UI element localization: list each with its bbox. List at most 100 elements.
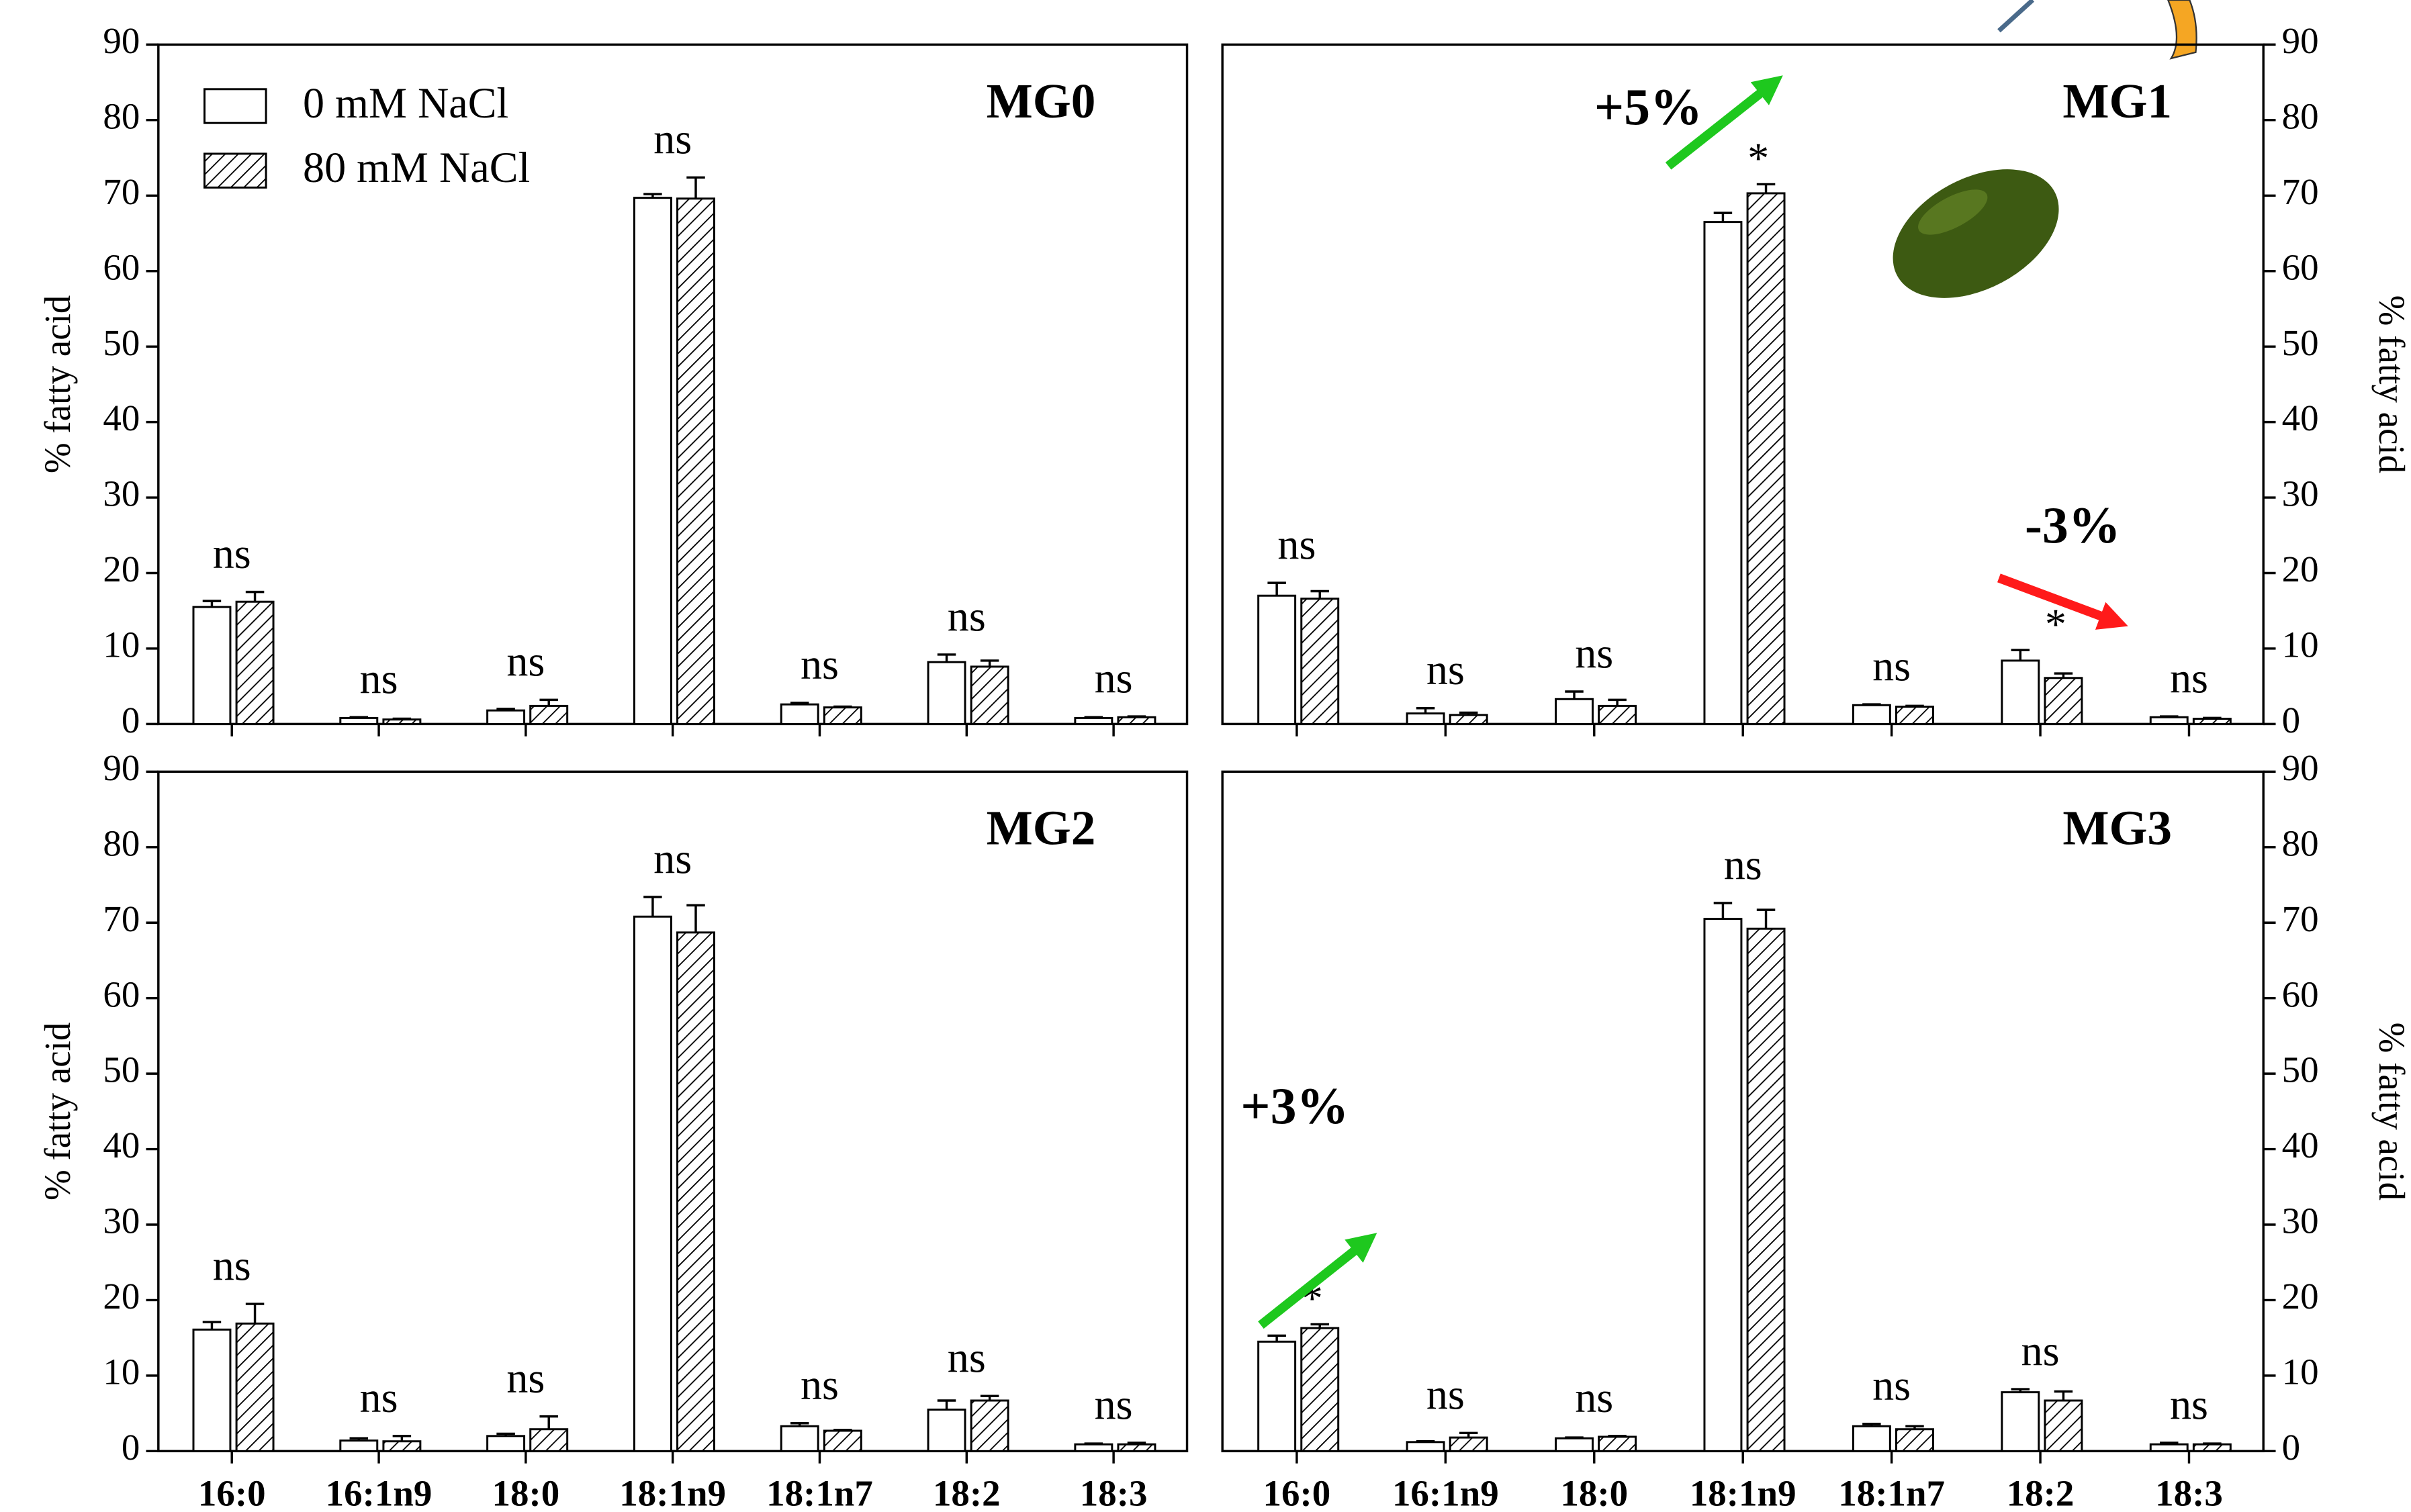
significance-label: ns	[1426, 1371, 1465, 1419]
bar	[1556, 1438, 1593, 1451]
significance-label: ns	[1277, 520, 1316, 568]
legend-label: 80 mM NaCl	[303, 144, 530, 191]
error-bar	[350, 717, 368, 718]
bar	[1853, 1426, 1890, 1451]
y-tick-label: 0	[122, 700, 140, 741]
x-tick-label: 16:1n9	[326, 1473, 433, 1512]
bar	[1853, 705, 1890, 724]
error-bar	[1714, 903, 1732, 919]
error-bar	[938, 655, 956, 662]
error-bar	[2054, 1392, 2073, 1401]
x-tick-label: 18:0	[1560, 1473, 1628, 1512]
bar	[971, 1401, 1008, 1451]
error-bar	[833, 707, 852, 708]
error-bar	[938, 1401, 956, 1409]
error-bar	[1757, 910, 1775, 929]
bar	[2002, 1392, 2039, 1452]
bar	[383, 720, 420, 724]
bar	[236, 602, 273, 724]
annotation-label: +5%	[1594, 78, 1702, 136]
y-tick-label: 50	[2282, 1049, 2319, 1090]
y-tick-label: 30	[2282, 1200, 2319, 1241]
significance-label: ns	[653, 115, 692, 163]
x-tick-label: 18:3	[2155, 1473, 2223, 1512]
bar	[2002, 661, 2039, 724]
bar	[2150, 717, 2187, 724]
error-bar	[1862, 704, 1880, 705]
y-tick-label: 10	[103, 1351, 140, 1392]
y-tick-label: 40	[103, 397, 140, 438]
bar	[236, 1323, 273, 1451]
error-bar	[1311, 591, 1329, 598]
bar	[928, 662, 965, 724]
error-bar	[393, 719, 411, 720]
error-bar	[2160, 716, 2178, 717]
bar	[1259, 596, 1295, 724]
significance-label: ns	[2170, 1380, 2208, 1428]
bar	[2150, 1444, 2187, 1451]
error-bar	[246, 592, 264, 602]
error-bar	[1608, 1436, 1626, 1437]
significance-label: ns	[1575, 1374, 1613, 1421]
y-tick-label: 60	[103, 974, 140, 1014]
x-tick-label: 16:0	[1263, 1473, 1331, 1512]
y-tick-label: 80	[103, 95, 140, 136]
bar	[193, 1329, 230, 1451]
bar	[928, 1409, 965, 1451]
bar	[634, 916, 671, 1451]
x-tick-label: 18:1n7	[1838, 1473, 1945, 1512]
decor-arrow	[2168, 0, 2196, 58]
significance-label: ns	[1872, 642, 1911, 690]
significance-label: ns	[1095, 654, 1133, 702]
x-tick-label: 18:1n7	[766, 1473, 873, 1512]
y-tick-label: 60	[2282, 974, 2319, 1014]
significance-label: ns	[1095, 1380, 1133, 1428]
bar	[781, 1426, 818, 1451]
y-tick-label: 80	[103, 822, 140, 863]
panel-title: MG1	[2062, 74, 2172, 128]
significance-label: ns	[360, 655, 398, 703]
panel-title: MG3	[2062, 801, 2172, 855]
y-tick-label: 60	[103, 246, 140, 287]
error-bar	[2011, 650, 2030, 661]
significance-label: ns	[948, 1334, 986, 1382]
bar	[1118, 717, 1155, 724]
y-tick-label: 10	[2282, 624, 2319, 665]
bar	[1556, 699, 1593, 724]
error-bar	[833, 1430, 852, 1431]
error-bar	[1565, 1437, 1583, 1438]
legend-swatch	[205, 89, 267, 123]
y-axis-label: % fatty acid	[2371, 1023, 2411, 1200]
bar	[634, 198, 671, 724]
annotation-label: -3%	[2025, 496, 2121, 554]
significance-label: ns	[2021, 1327, 2060, 1374]
y-tick-label: 0	[2282, 700, 2300, 741]
y-tick-label: 40	[2282, 397, 2319, 438]
y-tick-label: 50	[103, 1049, 140, 1090]
bar	[971, 667, 1008, 724]
bar	[383, 1442, 420, 1452]
panel-title: MG2	[987, 801, 1096, 855]
y-axis-label: % fatty acid	[2371, 295, 2411, 473]
significance-label: ns	[506, 1354, 545, 1402]
bar	[824, 1431, 861, 1451]
bar	[193, 607, 230, 724]
bar	[1896, 707, 1933, 724]
significance-label: ns	[653, 835, 692, 882]
y-axis-label: % fatty acid	[37, 1023, 78, 1200]
significance-label: ns	[360, 1374, 398, 1421]
error-bar	[539, 1417, 557, 1429]
error-bar	[246, 1304, 264, 1323]
bar	[1302, 1328, 1338, 1451]
bar	[531, 706, 567, 724]
y-tick-label: 10	[2282, 1351, 2319, 1392]
y-tick-label: 60	[2282, 246, 2319, 287]
y-axis-label: % fatty acid	[37, 295, 78, 473]
bar	[1747, 193, 1784, 724]
y-tick-label: 0	[2282, 1427, 2300, 1468]
error-bar	[1565, 692, 1583, 699]
y-tick-label: 40	[2282, 1125, 2319, 1166]
y-tick-label: 30	[103, 473, 140, 514]
